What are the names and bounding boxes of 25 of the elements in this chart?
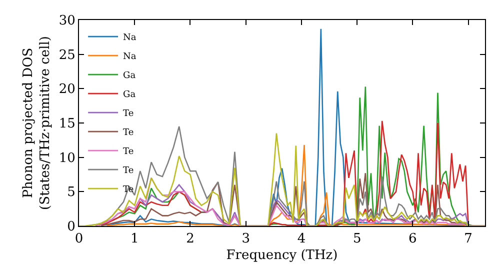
x-tick-label: 6 xyxy=(408,232,417,247)
legend-label: Na xyxy=(123,52,137,62)
x-tick-label: 7 xyxy=(464,232,472,247)
y-tick-label: 30 xyxy=(58,14,76,29)
x-tick-label: 2 xyxy=(186,232,194,247)
x-tick-label: 4 xyxy=(297,232,306,247)
legend-label: Na xyxy=(123,33,137,44)
legend-label: Te xyxy=(123,109,134,120)
y-tick-label: 15 xyxy=(58,116,76,132)
y-tick-label: 20 xyxy=(58,82,76,98)
legend-label: Ga xyxy=(123,71,136,82)
legend-label: Ga xyxy=(123,90,136,100)
legend-label: Te xyxy=(123,147,134,158)
legend-label: Te xyxy=(123,166,134,176)
y-tick-label: 10 xyxy=(58,150,76,166)
y-tick-label: 0 xyxy=(67,220,76,235)
x-axis-title: Frequency (THz) xyxy=(226,248,338,264)
legend-label: Te xyxy=(123,185,134,196)
x-tick-label: 1 xyxy=(130,232,139,247)
y-axis-title: Phonon projected DOS (States/THz·primitive cell) xyxy=(20,36,53,210)
x-tick-label: 3 xyxy=(242,232,250,247)
legend-label: Te xyxy=(123,128,134,138)
y-tick-label: 25 xyxy=(58,48,76,63)
x-tick-label: 5 xyxy=(352,232,362,247)
y-tick-label: 5 xyxy=(67,185,76,200)
